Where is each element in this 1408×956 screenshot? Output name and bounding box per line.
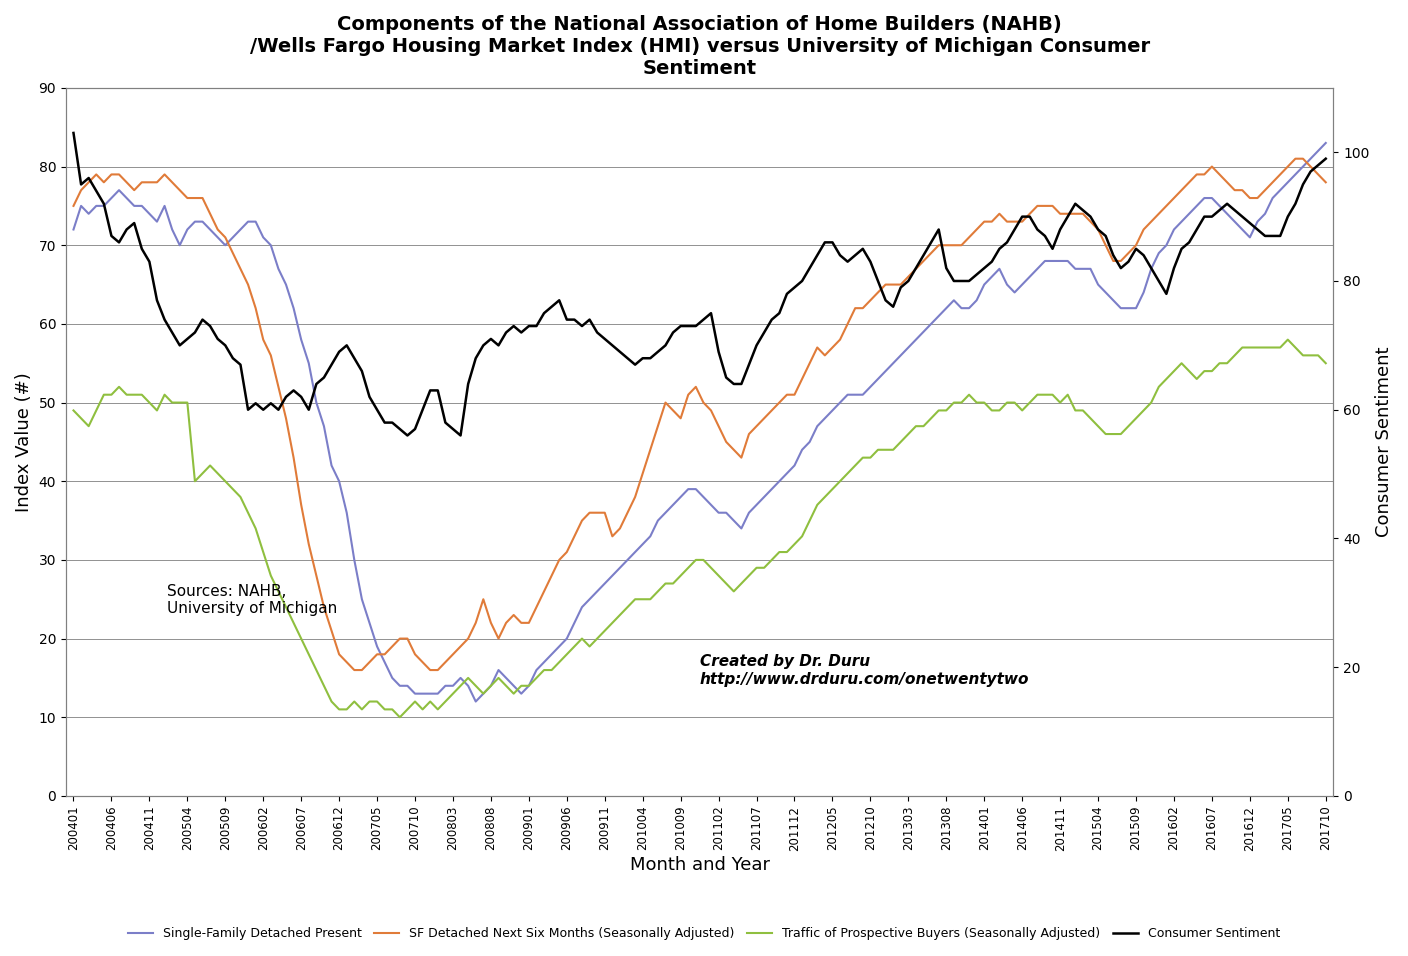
Consumer Sentiment xyxy=(422,384,439,396)
Single-Family Detached Present xyxy=(908,334,925,345)
SF Detached Next Six Months (Seasonally Adjusted) xyxy=(1249,192,1266,204)
SF Detached Next Six Months (Seasonally Adjusted) xyxy=(1309,168,1326,180)
Legend: Single-Family Detached Present, SF Detached Next Six Months (Seasonally Adjusted: Single-Family Detached Present, SF Detac… xyxy=(122,922,1286,945)
Consumer Sentiment xyxy=(65,127,82,139)
Consumer Sentiment xyxy=(870,275,887,287)
Line: Traffic of Prospective Buyers (Seasonally Adjusted): Traffic of Prospective Buyers (Seasonall… xyxy=(73,339,1326,717)
Traffic of Prospective Buyers (Seasonally Adjusted) xyxy=(391,711,408,723)
Y-axis label: Consumer Sentiment: Consumer Sentiment xyxy=(1376,347,1393,537)
Single-Family Detached Present xyxy=(870,373,887,384)
SF Detached Next Six Months (Seasonally Adjusted) xyxy=(1287,153,1304,164)
Title: Components of the National Association of Home Builders (NAHB)
/Wells Fargo Hous: Components of the National Association o… xyxy=(249,15,1150,78)
Y-axis label: Index Value (#): Index Value (#) xyxy=(15,372,32,511)
Traffic of Prospective Buyers (Seasonally Adjusted) xyxy=(1318,358,1335,369)
Traffic of Prospective Buyers (Seasonally Adjusted) xyxy=(1249,341,1266,353)
SF Detached Next Six Months (Seasonally Adjusted) xyxy=(346,664,363,676)
X-axis label: Month and Year: Month and Year xyxy=(629,856,770,874)
Traffic of Prospective Buyers (Seasonally Adjusted) xyxy=(1280,334,1297,345)
Single-Family Detached Present xyxy=(1302,153,1319,164)
Single-Family Detached Present xyxy=(96,200,113,211)
Consumer Sentiment xyxy=(1318,153,1335,164)
SF Detached Next Six Months (Seasonally Adjusted) xyxy=(870,287,887,298)
SF Detached Next Six Months (Seasonally Adjusted) xyxy=(422,664,439,676)
Consumer Sentiment xyxy=(1302,165,1319,177)
SF Detached Next Six Months (Seasonally Adjusted) xyxy=(1318,177,1335,188)
Traffic of Prospective Buyers (Seasonally Adjusted) xyxy=(96,389,113,401)
Consumer Sentiment xyxy=(908,262,925,273)
Traffic of Prospective Buyers (Seasonally Adjusted) xyxy=(908,421,925,432)
Traffic of Prospective Buyers (Seasonally Adjusted) xyxy=(65,404,82,416)
SF Detached Next Six Months (Seasonally Adjusted) xyxy=(96,177,113,188)
Single-Family Detached Present xyxy=(467,696,484,707)
SF Detached Next Six Months (Seasonally Adjusted) xyxy=(908,263,925,274)
Line: Single-Family Detached Present: Single-Family Detached Present xyxy=(73,143,1326,702)
SF Detached Next Six Months (Seasonally Adjusted) xyxy=(65,200,82,211)
Traffic of Prospective Buyers (Seasonally Adjusted) xyxy=(422,696,439,707)
Single-Family Detached Present xyxy=(414,688,431,700)
Single-Family Detached Present xyxy=(1318,138,1335,149)
Consumer Sentiment xyxy=(96,198,113,209)
Line: SF Detached Next Six Months (Seasonally Adjusted): SF Detached Next Six Months (Seasonally … xyxy=(73,159,1326,670)
Single-Family Detached Present xyxy=(65,224,82,235)
Single-Family Detached Present xyxy=(1249,216,1266,228)
Text: Created by Dr. Duru
http://www.drduru.com/onetwentytwo: Created by Dr. Duru http://www.drduru.co… xyxy=(700,654,1029,686)
Line: Consumer Sentiment: Consumer Sentiment xyxy=(73,133,1326,436)
Traffic of Prospective Buyers (Seasonally Adjusted) xyxy=(1309,350,1326,361)
Consumer Sentiment xyxy=(1249,224,1266,235)
Text: Sources: NAHB,
University of Michigan: Sources: NAHB, University of Michigan xyxy=(168,583,338,616)
Consumer Sentiment xyxy=(398,430,415,442)
Traffic of Prospective Buyers (Seasonally Adjusted) xyxy=(870,444,887,455)
